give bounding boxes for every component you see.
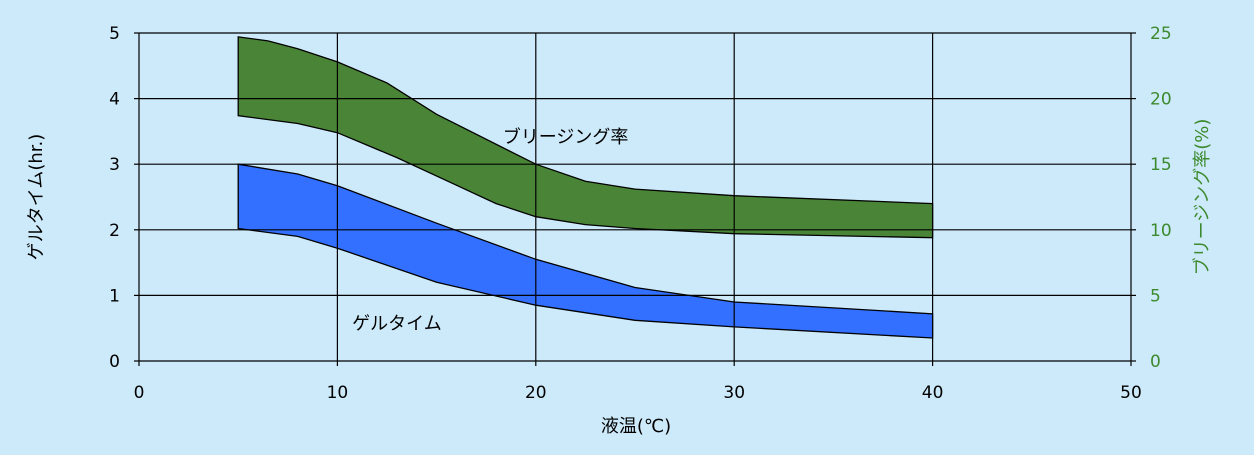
y-right-tick-label: 15 <box>1150 155 1172 175</box>
y-right-tick-label: 0 <box>1150 352 1161 372</box>
y-right-tick-label: 20 <box>1150 90 1172 110</box>
x-tick-label: 40 <box>922 383 944 403</box>
x-axis-label: 液温(℃) <box>601 416 671 437</box>
band-label-gel-time: ゲルタイム <box>352 314 442 335</box>
y-left-tick-label: 3 <box>109 155 120 175</box>
series-annotations: ゲルタイム ブリージング率 <box>352 126 628 334</box>
band-label-bleeding-rate: ブリージング率 <box>503 126 629 148</box>
y-axis-left-label: ゲルタイム(hr.) <box>26 134 47 261</box>
x-tick-label: 10 <box>327 383 349 403</box>
y-right-tick-label: 25 <box>1150 24 1172 44</box>
grid-lines <box>134 32 1136 366</box>
x-tick-label: 0 <box>134 383 145 403</box>
y-left-tick-label: 2 <box>109 221 120 241</box>
y-left-tick-label: 1 <box>109 286 120 306</box>
y-left-tick-label: 4 <box>109 90 120 110</box>
y-left-tick-label: 0 <box>109 352 120 372</box>
data-bands <box>237 36 934 339</box>
x-tick-label: 50 <box>1120 383 1142 403</box>
x-tick-label: 20 <box>525 383 547 403</box>
y-right-tick-label: 5 <box>1150 286 1161 306</box>
y-right-tick-label: 10 <box>1150 221 1172 241</box>
y-left-tick-label: 5 <box>109 24 120 44</box>
x-tick-label: 30 <box>723 383 745 403</box>
y-axis-right-label: ブリージング率(%) <box>1191 119 1213 276</box>
